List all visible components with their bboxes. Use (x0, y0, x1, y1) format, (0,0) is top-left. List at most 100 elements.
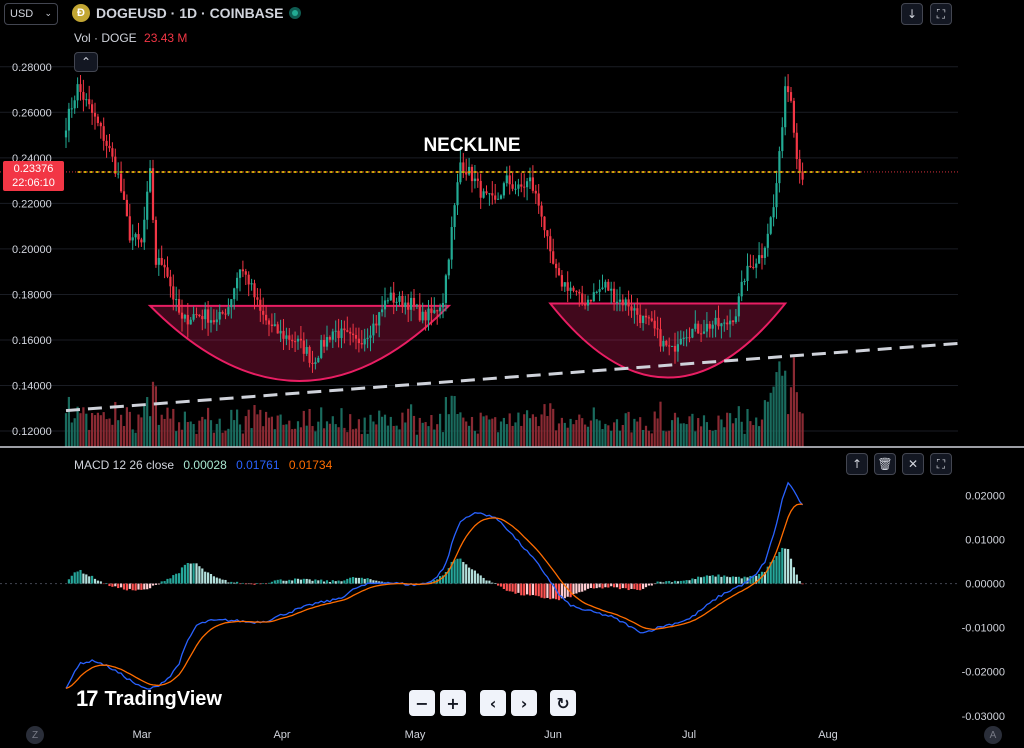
auto-scale-button[interactable]: A (984, 726, 1002, 744)
candle-body (734, 316, 737, 323)
macd-legend: MACD 12 26 close 0.00028 0.01761 0.01734 (74, 458, 332, 472)
volume-bar (392, 425, 395, 447)
macd-hist-bar (352, 577, 355, 584)
candle-body (73, 100, 76, 109)
macd-hist-bar (502, 583, 505, 590)
candle-body (105, 140, 108, 146)
collapse-pane-button[interactable]: ✕ (902, 453, 924, 475)
zoom-out-button[interactable]: − (409, 690, 435, 716)
macd-hist-bar (163, 581, 166, 584)
macd-hist-bar (308, 579, 311, 584)
candles (64, 74, 804, 373)
volume-bar (99, 415, 102, 447)
volume-bar (636, 421, 639, 447)
candle-body (726, 322, 729, 325)
candle-body (415, 304, 418, 306)
candle-body (111, 148, 114, 157)
volume-bar (456, 414, 459, 447)
candle-body (540, 205, 543, 217)
candle-body (320, 340, 323, 358)
volume-bar (412, 415, 416, 447)
scroll-left-button[interactable]: ‹ (480, 690, 506, 716)
volume-bar (273, 429, 276, 447)
volume-bar (383, 414, 387, 447)
candle-body (433, 310, 436, 313)
macd-hist-bar (172, 575, 175, 584)
candle-body (122, 191, 126, 200)
macd-hist-bar (552, 583, 555, 599)
candle-body (468, 166, 471, 175)
macd-hist-bar (578, 583, 581, 593)
timezone-button[interactable]: Z (26, 726, 44, 744)
chevron-up-icon: ⌃ (80, 55, 92, 69)
volume-bar (398, 429, 401, 447)
volume-bar (758, 426, 761, 447)
volume-bar (395, 425, 398, 447)
volume-bar (540, 414, 543, 447)
macd-hist-bar (642, 583, 645, 589)
macd-hist-bar (91, 575, 94, 584)
macd-hist-bar (787, 549, 790, 584)
volume-bar (70, 422, 73, 447)
candle-body (354, 334, 358, 339)
candle-body (349, 331, 352, 334)
cup-shapes (147, 302, 788, 382)
delete-pane-button[interactable]: 🗑 (874, 453, 896, 475)
macd-hist-bar (357, 577, 360, 584)
scroll-right-button[interactable]: › (511, 690, 537, 716)
candle-body (439, 307, 442, 312)
chevron-down-icon: ⌄ (44, 9, 52, 19)
macd-hist-bar (618, 583, 621, 590)
fullscreen-button[interactable]: ⛶ (930, 3, 952, 25)
macd-hist-bar (372, 580, 375, 584)
candle-body (589, 299, 592, 302)
volume-bar (639, 417, 642, 447)
volume-bar (346, 432, 349, 447)
macd-hist-bar (337, 580, 340, 584)
move-pane-up-button[interactable]: ↑ (846, 453, 868, 475)
market-open-icon (289, 7, 302, 19)
volume-bar (505, 424, 508, 447)
price-tick-label: 0.28000 (12, 62, 52, 74)
maximize-pane-button[interactable]: ⛶ (930, 453, 952, 475)
candle-body (305, 347, 308, 354)
volume-bar (662, 430, 665, 447)
collapse-legend-button[interactable]: ⌃ (74, 52, 98, 72)
candle-body (673, 345, 677, 352)
volume-bar (430, 415, 433, 447)
symbol-title[interactable]: DOGEUSD · 1D · COINBASE (96, 5, 284, 21)
macd-hist-bar (665, 581, 668, 584)
volume-bar (372, 421, 375, 447)
candle-body (253, 283, 256, 298)
volume-bar (140, 417, 143, 447)
download-button[interactable]: ↓ (901, 3, 923, 25)
tradingview-wordmark: TradingView (104, 687, 222, 710)
currency-select[interactable]: USD ⌄ (4, 3, 58, 25)
volume-bar (178, 422, 181, 447)
candle-body (250, 283, 253, 285)
volume-bar (137, 414, 140, 447)
macd-hist-bar (96, 580, 99, 584)
reset-chart-button[interactable]: ↻ (550, 690, 576, 716)
volume-bar (468, 425, 471, 447)
macd-hist-bar (314, 579, 317, 584)
cup-pattern (548, 302, 788, 379)
cup-pattern (147, 304, 452, 382)
volume-bar (418, 417, 421, 447)
candle-body (653, 320, 656, 329)
volume-bar (85, 413, 88, 447)
candle-body (563, 282, 566, 287)
candle-body (650, 318, 653, 321)
macd-hist-bar (569, 583, 572, 598)
volume-bar (111, 424, 114, 447)
candle-body (499, 195, 503, 199)
candle-body (586, 299, 590, 306)
volume-bar (172, 408, 175, 447)
candle-body (491, 193, 494, 196)
volume-bar (508, 413, 511, 447)
macd-hist-bar (691, 578, 694, 584)
zoom-in-button[interactable]: + (440, 690, 466, 716)
candle-body (357, 338, 360, 344)
macd-hist-bar (613, 583, 616, 588)
